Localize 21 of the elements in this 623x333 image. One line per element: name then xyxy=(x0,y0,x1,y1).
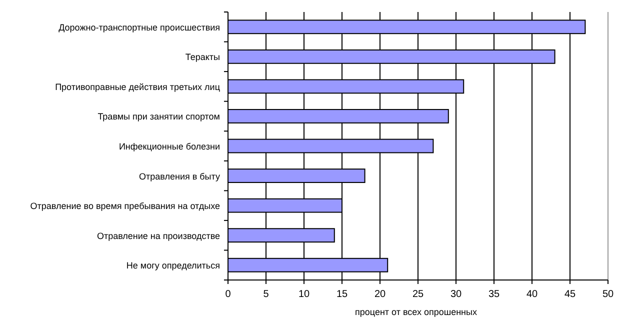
y-tick-label: Дорожно-транспортные происшествия xyxy=(58,22,220,32)
x-tick-label: 0 xyxy=(225,289,232,300)
x-tick-label: 15 xyxy=(336,289,348,300)
y-tick-label: Отравление на производстве xyxy=(96,230,220,241)
y-tick-label: Отравления в быту xyxy=(139,171,220,182)
x-tick-label: 5 xyxy=(263,289,270,300)
x-tick-label: 50 xyxy=(602,289,614,300)
y-tick-label: Противоправные действия третьих лиц xyxy=(55,82,220,92)
x-tick-label: 30 xyxy=(450,289,462,300)
y-tick-label: Не могу определиться xyxy=(126,260,220,271)
x-tick-label: 20 xyxy=(374,289,386,300)
x-tick-label: 25 xyxy=(412,289,424,300)
y-tick-label: Отравление во время пребывания на отдыхе xyxy=(30,201,220,212)
x-axis-title: процент от всех опрошенных xyxy=(355,307,478,317)
y-tick-label: Теракты xyxy=(185,52,220,62)
x-tick-label: 35 xyxy=(488,289,500,300)
x-tick-label: 40 xyxy=(526,289,538,300)
y-tick-label: Инфекционные болезни xyxy=(118,142,220,152)
y-tick-label: Травмы при занятии спортом xyxy=(98,112,220,122)
x-tick-label: 10 xyxy=(298,289,310,300)
x-tick-label: 45 xyxy=(564,289,576,300)
